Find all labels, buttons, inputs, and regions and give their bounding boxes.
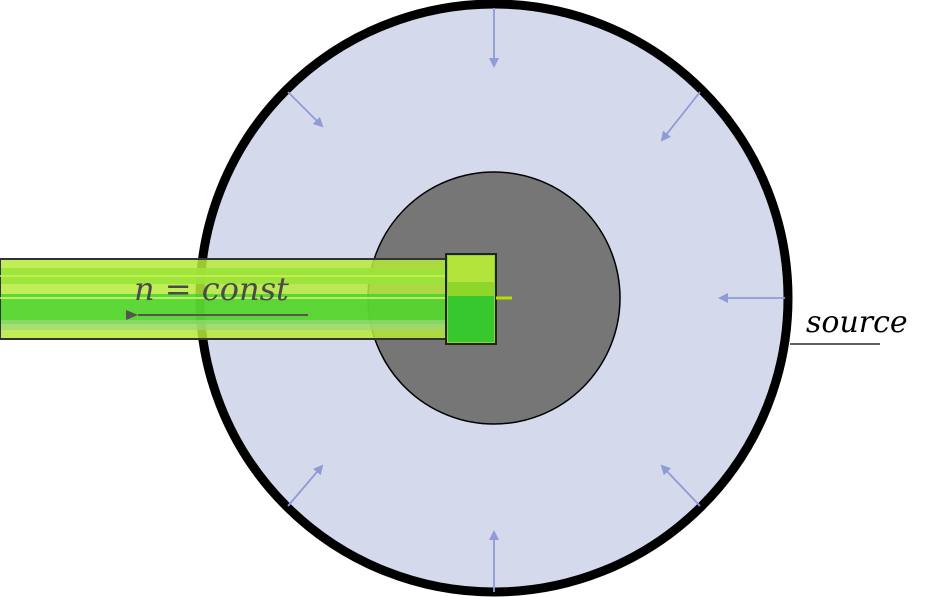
inward-arrow-icon — [660, 464, 701, 507]
inward-arrow-icon — [287, 91, 324, 128]
source-label: source — [806, 305, 908, 340]
inward-arrows — [287, 8, 785, 592]
beam-equation-label: n = const — [134, 270, 289, 308]
extraction-beam — [0, 258, 447, 340]
inward-arrow-icon — [287, 464, 324, 507]
inward-arrow-icon — [660, 91, 701, 142]
beam-aperture — [445, 253, 512, 345]
